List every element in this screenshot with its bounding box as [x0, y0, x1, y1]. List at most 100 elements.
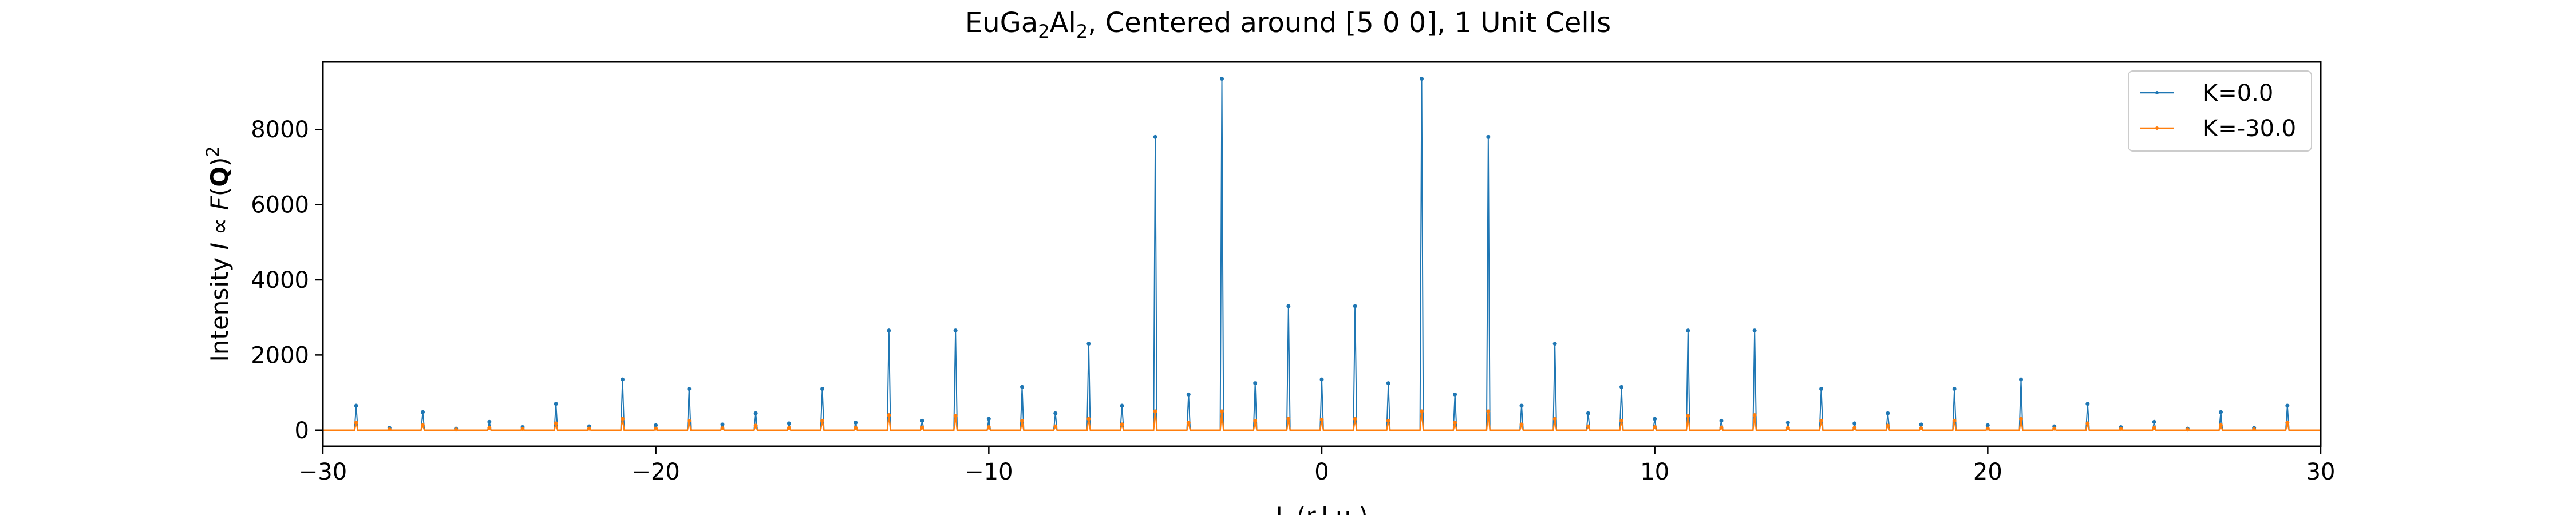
peak-point	[1186, 392, 1191, 397]
peak-point	[587, 426, 591, 431]
peak-point	[854, 421, 858, 425]
peak-point	[920, 425, 924, 430]
peak-point	[1686, 328, 1690, 333]
peak-point	[354, 421, 358, 425]
peak-point	[554, 421, 558, 426]
peak-point	[1919, 426, 1923, 430]
peak-point	[2119, 427, 2123, 431]
peak-point	[1420, 77, 1424, 81]
peak-point	[2085, 421, 2090, 426]
series-layer	[323, 77, 2321, 432]
axis-ticks: −30 −20 −10 0 10 20 30 0 2000 4000 6000 8000	[251, 117, 2335, 485]
peak-point	[753, 423, 758, 428]
peak-point	[1985, 423, 1990, 427]
x-tick-label: −20	[631, 459, 679, 485]
peak-point	[953, 328, 958, 333]
peak-point	[654, 423, 658, 427]
peak-point	[1253, 418, 1258, 423]
peak-point	[1919, 422, 1923, 427]
peak-point	[1886, 411, 1890, 415]
peak-point	[1120, 422, 1124, 427]
peak-point	[2252, 427, 2257, 431]
peak-point	[1286, 417, 1291, 421]
peak-point	[887, 328, 891, 333]
peak-point	[2019, 377, 2023, 382]
peak-point	[920, 418, 924, 423]
peak-point	[1519, 422, 1524, 427]
peak-point	[1752, 328, 1757, 333]
peak-point	[1686, 414, 1690, 418]
peak-point	[887, 413, 891, 417]
peak-point	[1386, 381, 1390, 386]
x-tick-label: 0	[1314, 459, 1329, 485]
peak-point	[986, 425, 991, 429]
peak-point	[1153, 409, 1157, 414]
peak-point	[687, 386, 692, 391]
peak-point	[1153, 134, 1157, 139]
peak-point	[1552, 417, 1557, 421]
peak-point	[1719, 425, 1724, 430]
peak-point	[2019, 417, 2023, 421]
peak-point	[1220, 77, 1224, 81]
peak-point	[1719, 418, 1724, 423]
plot-frame	[322, 61, 2322, 447]
peak-point	[1053, 424, 1058, 429]
peak-point	[1752, 413, 1757, 417]
x-tick-label: 10	[1640, 459, 1669, 485]
plot-area: −30 −20 −10 0 10 20 30 0 2000 4000 6000 8000	[251, 61, 2335, 485]
peak-point	[1453, 421, 1457, 425]
peak-point	[2152, 419, 2156, 424]
peak-point	[1319, 417, 1324, 422]
peak-point	[1819, 386, 1823, 391]
legend-label-k0: K=0.0	[2203, 80, 2273, 106]
y-tick-label: 0	[295, 418, 309, 444]
peak-point	[1086, 417, 1091, 421]
peak-point	[1653, 417, 1657, 421]
x-tick-label: 20	[1973, 459, 2002, 485]
peak-point	[820, 386, 824, 391]
peak-point	[1286, 304, 1291, 308]
peak-point	[720, 422, 725, 427]
peak-point	[1053, 411, 1058, 415]
peak-point	[421, 423, 425, 427]
x-axis-label: L (r.l.u.)	[1275, 502, 1368, 515]
peak-point	[1852, 426, 1857, 430]
peak-point	[1020, 418, 1024, 423]
peak-point	[1586, 424, 1590, 429]
peak-point	[820, 418, 824, 423]
y-axis-label: Intensity I ∝ F(Q)2	[203, 146, 234, 362]
peak-point	[621, 417, 625, 421]
peak-point	[953, 414, 958, 418]
y-tick-label: 8000	[251, 117, 309, 143]
peak-point	[854, 426, 858, 430]
peak-point	[1586, 411, 1590, 415]
peak-point	[654, 426, 658, 431]
peak-point	[2219, 410, 2223, 414]
peak-point	[2285, 421, 2290, 425]
peak-point	[487, 426, 492, 430]
peak-point	[2052, 426, 2057, 431]
peak-point	[1552, 342, 1557, 346]
legend-box	[2128, 70, 2312, 152]
peak-point	[1486, 409, 1491, 414]
peak-point	[554, 402, 558, 406]
peak-point	[1785, 426, 1790, 430]
peak-point	[1086, 342, 1091, 346]
peak-point	[1619, 418, 1623, 423]
chart-title: EuGa2Al2, Centered around [5 0 0], 1 Uni…	[965, 7, 1611, 42]
y-tick-label: 2000	[251, 342, 309, 369]
peak-point	[1020, 385, 1024, 389]
y-tick-label: 6000	[251, 192, 309, 219]
peak-point	[1220, 409, 1224, 414]
legend-marker-k0	[2155, 91, 2159, 94]
peak-point	[520, 427, 525, 431]
peak-point	[2285, 403, 2290, 408]
peak-point	[487, 419, 492, 424]
peak-point	[1952, 418, 1957, 423]
peak-point	[720, 426, 725, 430]
peak-point	[787, 421, 791, 426]
peak-point	[2085, 402, 2090, 406]
peak-point	[1519, 403, 1524, 408]
peak-point	[1852, 421, 1857, 426]
